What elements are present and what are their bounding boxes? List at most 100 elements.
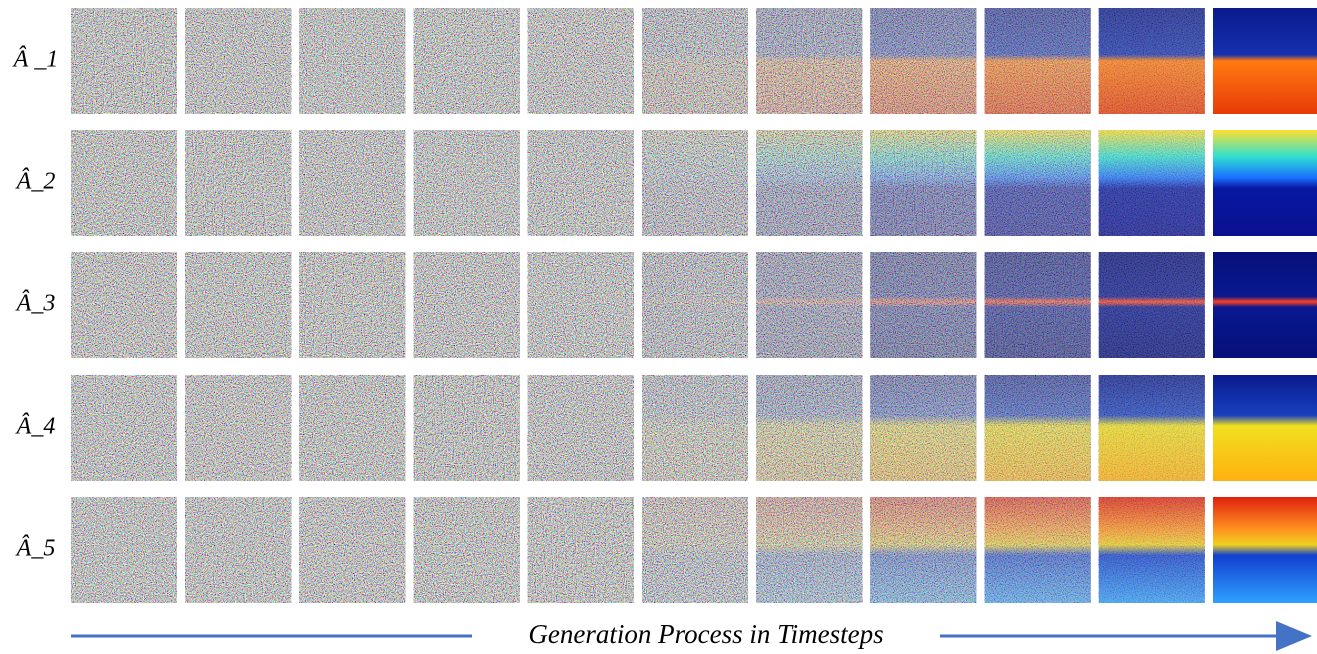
image-tile — [299, 252, 406, 358]
image-tile — [1213, 252, 1317, 358]
scene — [984, 130, 1091, 236]
image-tile — [71, 497, 177, 603]
noise — [71, 130, 177, 236]
row-label: Â _1 — [12, 47, 59, 73]
noise — [299, 130, 406, 236]
noise — [527, 130, 634, 236]
noise — [71, 252, 177, 358]
image-tile — [642, 375, 748, 481]
noise — [71, 497, 177, 603]
axis-label: Generation Process in Timesteps — [528, 619, 883, 649]
noise — [527, 375, 634, 481]
image-tile — [870, 252, 977, 358]
noise — [185, 375, 292, 481]
image-tile — [756, 252, 863, 358]
image-tile — [1098, 497, 1205, 603]
image-tile — [1098, 8, 1205, 114]
scene — [1098, 8, 1205, 114]
image-tile — [984, 252, 1091, 358]
noise — [185, 497, 292, 603]
scene — [870, 8, 977, 114]
image-tile — [413, 252, 520, 358]
image-tile — [71, 375, 177, 481]
scene — [642, 497, 748, 603]
scene — [870, 130, 977, 236]
noise — [71, 8, 177, 114]
scene — [984, 252, 1091, 358]
image-tile — [413, 130, 520, 236]
image-tile — [870, 8, 977, 114]
image-tile — [185, 252, 292, 358]
image-tile — [527, 252, 634, 358]
noise — [185, 252, 292, 358]
scene — [984, 8, 1091, 114]
noise — [299, 8, 406, 114]
image-tile — [756, 130, 863, 236]
scene — [642, 252, 748, 358]
scene — [870, 252, 977, 358]
scene — [1098, 130, 1205, 236]
image-tile — [756, 8, 863, 114]
scene — [1213, 8, 1317, 114]
image-tile — [1213, 8, 1317, 114]
scene — [1098, 252, 1205, 358]
row-labels: Â _1 Â_2 Â_3 Â_4 Â_5 — [12, 47, 59, 562]
image-tile — [984, 375, 1091, 481]
image-tile — [642, 497, 748, 603]
noise — [413, 8, 520, 114]
image-tile — [870, 497, 977, 603]
noise — [527, 252, 634, 358]
image-tile — [1213, 497, 1317, 603]
image-tile — [642, 8, 748, 114]
noise — [71, 375, 177, 481]
row-label: Â_2 — [15, 169, 56, 195]
image-tile — [642, 130, 748, 236]
image-tile — [413, 8, 520, 114]
image-tile — [299, 375, 406, 481]
image-tile — [299, 497, 406, 603]
scene — [870, 497, 977, 603]
scene — [870, 375, 977, 481]
image-tile — [1098, 252, 1205, 358]
image-tile — [527, 8, 634, 114]
image-tile — [185, 497, 292, 603]
noise — [413, 252, 520, 358]
image-tile — [756, 497, 863, 603]
noise — [413, 130, 520, 236]
image-tile — [984, 497, 1091, 603]
image-tile — [527, 375, 634, 481]
noise — [299, 375, 406, 481]
image-grid — [71, 8, 1317, 603]
image-tile — [870, 375, 977, 481]
scene — [1098, 375, 1205, 481]
image-tile — [870, 130, 977, 236]
scene — [642, 130, 748, 236]
row-label: Â_4 — [15, 414, 56, 440]
image-tile — [185, 8, 292, 114]
image-tile — [756, 375, 863, 481]
image-tile — [299, 130, 406, 236]
image-tile — [71, 252, 177, 358]
noise — [413, 497, 520, 603]
scene — [756, 375, 863, 481]
image-tile — [185, 375, 292, 481]
scene — [1213, 252, 1317, 358]
image-tile — [1098, 375, 1205, 481]
image-tile — [185, 130, 292, 236]
image-tile — [1213, 375, 1317, 481]
noise — [299, 497, 406, 603]
scene — [1098, 497, 1205, 603]
scene — [756, 8, 863, 114]
image-tile — [71, 8, 177, 114]
row-label: Â_5 — [15, 536, 56, 562]
image-tile — [413, 375, 520, 481]
noise — [527, 8, 634, 114]
noise — [413, 375, 520, 481]
row-label: Â_3 — [15, 291, 56, 317]
image-tile — [1213, 130, 1317, 236]
image-tile — [71, 130, 177, 236]
image-tile — [527, 130, 634, 236]
image-tile — [1098, 130, 1205, 236]
